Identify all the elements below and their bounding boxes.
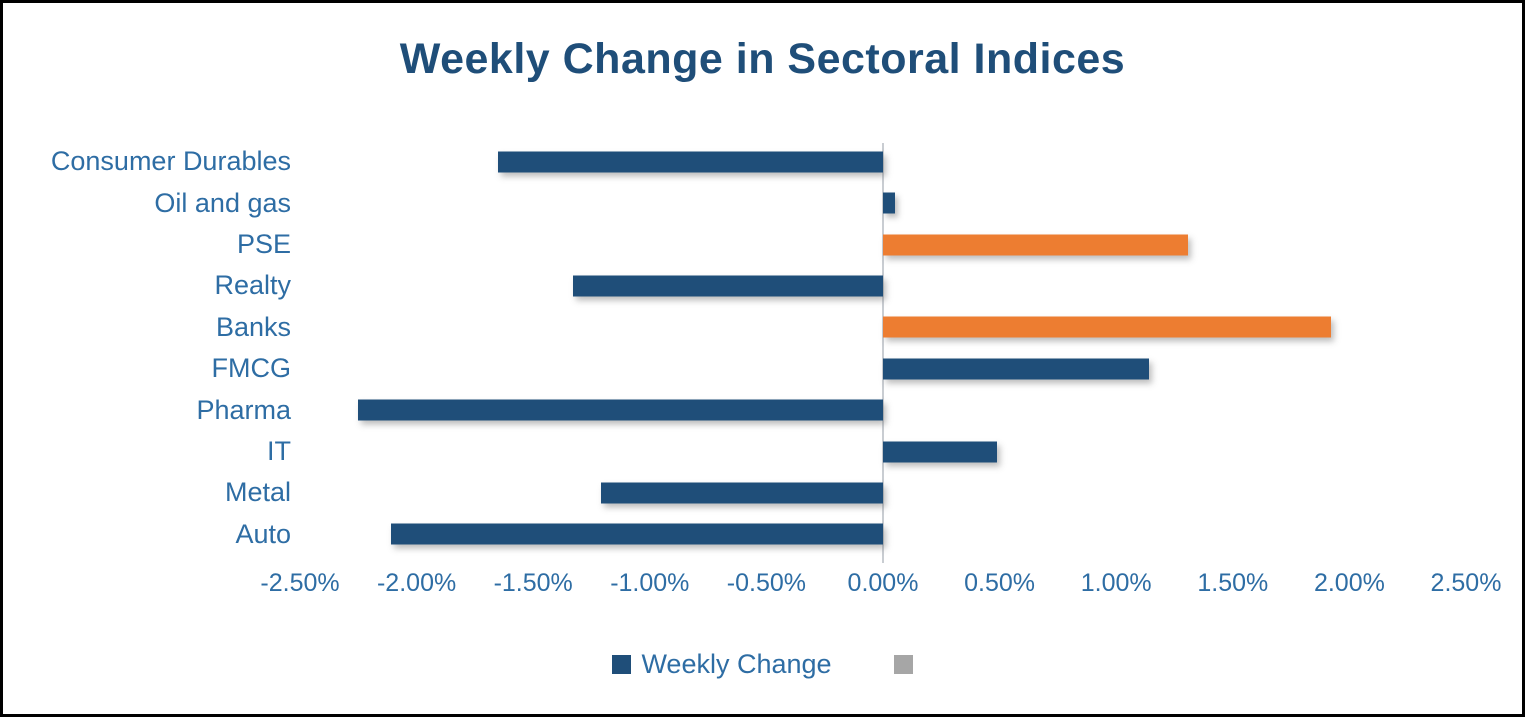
x-tick-label: 2.00% (1313, 569, 1385, 597)
chart-title: Weekly Change in Sectoral Indices (399, 35, 1126, 83)
category-label: Realty (214, 270, 291, 301)
category-axis: Consumer Durables Oil and gas PSE Realty Ban… (11, 141, 291, 555)
category-label: Metal (224, 477, 291, 508)
x-tick-label: -0.50% (726, 569, 806, 597)
legend-swatch-icon (893, 655, 913, 674)
bar-row (300, 431, 1466, 472)
bar-row (300, 389, 1466, 430)
x-tick-label: -1.00% (610, 569, 690, 597)
bar-row (300, 265, 1466, 306)
x-tick-label: -2.00% (376, 569, 457, 597)
bar-row (300, 348, 1466, 389)
bar-row (300, 224, 1466, 265)
bar (883, 441, 998, 463)
legend-swatch-icon (612, 655, 632, 674)
category-label: FMCG (211, 353, 291, 384)
bar (883, 234, 1189, 256)
category-label: Consumer Durables (50, 146, 291, 177)
legend-item: Weekly Change (612, 649, 832, 680)
zero-axis-line (882, 143, 884, 563)
bar-row (300, 472, 1466, 513)
bar (358, 399, 883, 421)
category-label: Pharma (196, 394, 291, 425)
bar-row (300, 514, 1466, 555)
bar-row (300, 141, 1466, 182)
bar-row (300, 307, 1466, 348)
x-tick-label: 1.00% (1080, 569, 1152, 597)
bar (600, 482, 883, 504)
bar-row (300, 182, 1466, 223)
category-label: PSE (236, 229, 291, 260)
bar (883, 316, 1331, 338)
legend: Weekly Change (3, 649, 1522, 680)
category-label: Auto (235, 518, 291, 549)
legend-item (893, 655, 913, 674)
bar (572, 275, 883, 297)
x-tick-label: 0.50% (964, 569, 1036, 597)
bar (883, 192, 895, 214)
x-tick-label: -2.50% (260, 569, 340, 597)
x-tick-label: -1.50% (493, 569, 573, 597)
x-tick-label: 0.00% (847, 569, 919, 597)
bar (390, 523, 883, 545)
category-label: IT (267, 436, 291, 467)
x-tick-label: 1.50% (1197, 569, 1269, 597)
plot-area (300, 141, 1466, 563)
bar (498, 151, 883, 173)
legend-label: Weekly Change (641, 649, 832, 679)
category-label: Banks (215, 311, 291, 342)
category-label: Oil and gas (154, 187, 291, 218)
bar (883, 358, 1149, 380)
x-axis-ticks: -2.50% -2.00% -1.50% -1.00% -0.50% 0.00% 0.50%… (260, 569, 1501, 601)
x-tick-label: 2.50% (1430, 569, 1502, 597)
